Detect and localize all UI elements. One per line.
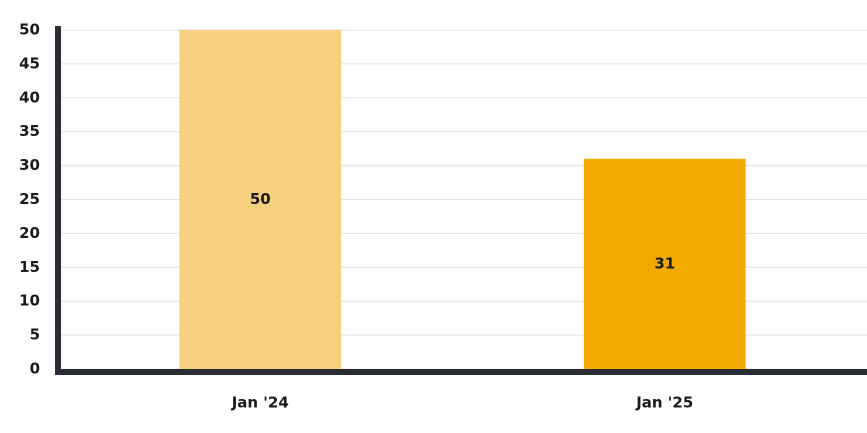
y-tick-label: 25 [19, 190, 40, 208]
y-tick-label: 15 [19, 258, 40, 276]
x-tick-label: Jan '25 [635, 394, 693, 412]
y-tick-label: 30 [19, 156, 40, 174]
data-label: 50 [250, 190, 271, 208]
data-label: 31 [654, 254, 675, 272]
y-tick-label: 20 [19, 224, 40, 242]
y-tick-label: 35 [19, 122, 40, 140]
y-tick-label: 50 [19, 21, 40, 39]
y-tick-label: 0 [30, 360, 40, 378]
bar [583, 158, 746, 369]
bar-layer [179, 30, 746, 369]
label-layer: 0 5 10 15 20 25 30 35 40 45 50 Jan '24 50 Jan '25 31 [19, 21, 693, 412]
y-tick-label: 45 [19, 54, 40, 72]
y-tick-label: 10 [19, 292, 40, 310]
y-tick-label: 5 [30, 326, 40, 344]
y-tick-label: 40 [19, 88, 40, 106]
bar [179, 30, 342, 369]
x-tick-label: Jan '24 [231, 394, 289, 412]
